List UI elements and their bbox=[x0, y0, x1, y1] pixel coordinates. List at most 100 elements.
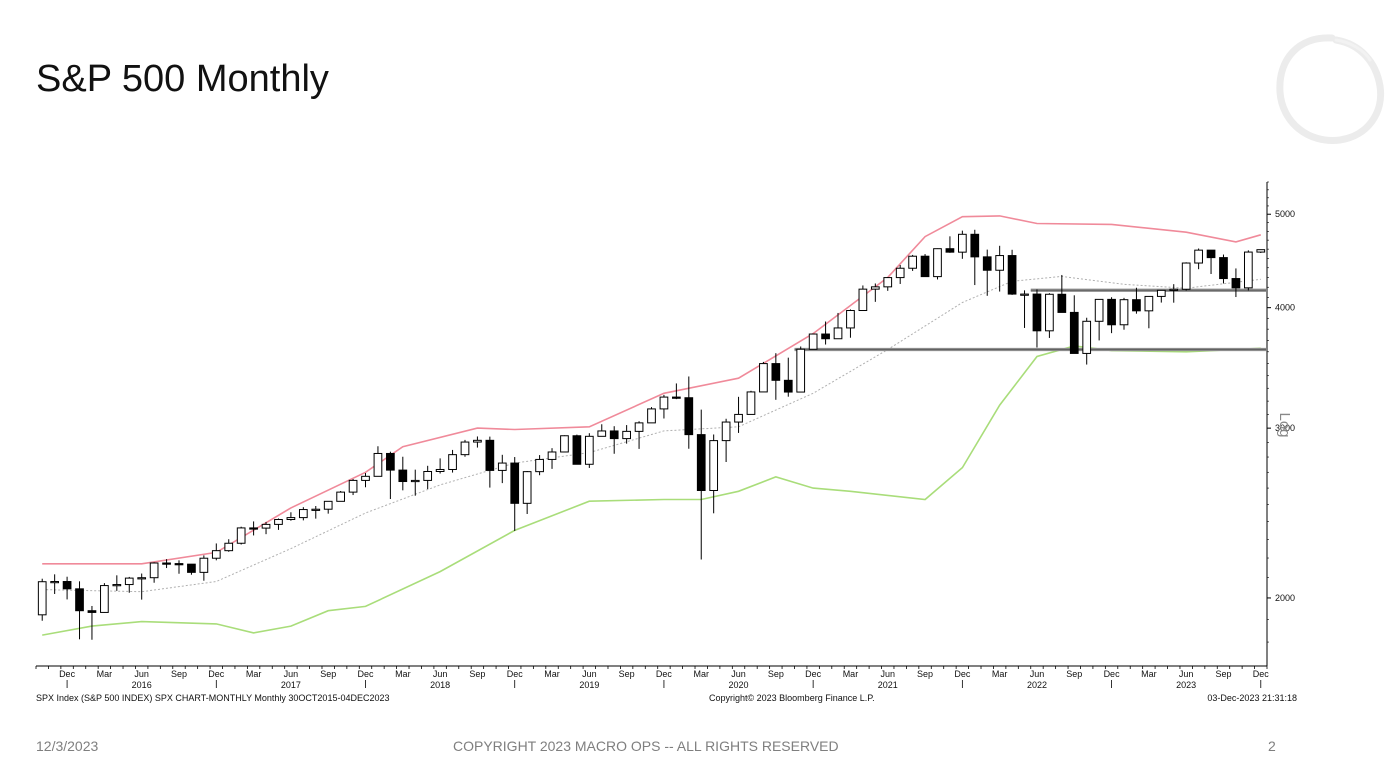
candle-body bbox=[672, 396, 681, 399]
candle-body bbox=[709, 440, 719, 491]
candle-body bbox=[870, 286, 880, 290]
candle-body bbox=[721, 421, 731, 442]
candle-body bbox=[522, 471, 532, 504]
candle-body bbox=[112, 584, 122, 587]
candle-body bbox=[361, 475, 370, 481]
candle-body bbox=[746, 391, 756, 415]
candle-body bbox=[435, 468, 445, 472]
horizontal-level-lines bbox=[794, 288, 1266, 352]
candle-body bbox=[970, 233, 980, 258]
x-tick-label: Jun bbox=[433, 669, 448, 679]
candle-body bbox=[560, 435, 569, 453]
x-year-label: 2016 bbox=[132, 680, 152, 690]
candle-body bbox=[634, 422, 644, 432]
candle-body bbox=[920, 255, 930, 278]
candle-body bbox=[535, 458, 544, 473]
x-tick-label: Dec bbox=[59, 669, 76, 679]
candle-body bbox=[783, 379, 793, 393]
candle-body bbox=[1032, 293, 1042, 332]
upper-band-line bbox=[42, 215, 1262, 565]
candle-body bbox=[609, 430, 619, 440]
x-tick-label: Mar bbox=[992, 669, 1008, 679]
candle-body bbox=[1132, 299, 1141, 312]
candle-body bbox=[1057, 293, 1067, 313]
x-tick-label: Dec bbox=[1253, 669, 1270, 679]
candle-body bbox=[100, 585, 109, 613]
x-year-label: 2017 bbox=[281, 680, 301, 690]
x-year-label: 2023 bbox=[1176, 680, 1196, 690]
candle-body bbox=[37, 581, 47, 616]
candle-body bbox=[995, 255, 1005, 271]
candle-body bbox=[597, 430, 607, 437]
candle-body bbox=[1007, 255, 1017, 295]
candle-body bbox=[249, 527, 258, 530]
candle-body bbox=[460, 441, 470, 456]
x-tick-label: Jun bbox=[284, 669, 299, 679]
candle-body bbox=[448, 454, 457, 470]
x-tick-label: Dec bbox=[805, 669, 822, 679]
candle-body bbox=[348, 479, 358, 493]
candle-body bbox=[311, 508, 321, 511]
x-tick-label: Dec bbox=[208, 669, 225, 679]
y-tick-label: 2000 bbox=[1275, 593, 1295, 603]
candle-body bbox=[323, 500, 333, 510]
x-tick-label: Mar bbox=[1141, 669, 1157, 679]
footer-copyright: COPYRIGHT 2023 MACRO OPS -- ALL RIGHTS R… bbox=[453, 738, 839, 754]
y-tick-label: 5000 bbox=[1275, 209, 1295, 219]
candle-body bbox=[162, 562, 171, 565]
candle-body bbox=[187, 563, 196, 573]
candle-body bbox=[883, 277, 893, 288]
x-tick-label: Mar bbox=[843, 669, 859, 679]
candle-body bbox=[373, 452, 383, 477]
candle-body bbox=[1219, 257, 1228, 280]
x-year-label: 2020 bbox=[729, 680, 749, 690]
candle-body bbox=[336, 491, 345, 502]
candle-body bbox=[1069, 311, 1079, 354]
x-tick-label: Dec bbox=[656, 669, 673, 679]
candle-body bbox=[684, 397, 694, 436]
candle-body bbox=[933, 248, 942, 278]
candle-body bbox=[398, 469, 408, 483]
candle-body bbox=[945, 248, 955, 253]
candle-body bbox=[1119, 299, 1129, 326]
x-tick-label: Sep bbox=[320, 669, 336, 679]
x-tick-label: Dec bbox=[954, 669, 971, 679]
candle-body bbox=[908, 255, 917, 269]
chart-caption-right: 03-Dec-2023 21:31:18 bbox=[1207, 693, 1297, 703]
spx-monthly-chart: Dec Mar Jun Sep Dec Mar Jun Sep Dec Mar Jun Sep Dec M… bbox=[35, 181, 1297, 703]
candle-body bbox=[261, 523, 271, 529]
x-tick-label: Sep bbox=[619, 669, 635, 679]
y-tick-label: 3000 bbox=[1275, 423, 1295, 433]
candle-body bbox=[659, 396, 669, 410]
y-tick-label: 4000 bbox=[1275, 303, 1295, 313]
candle-body bbox=[473, 439, 482, 443]
footer-date: 12/3/2023 bbox=[36, 738, 99, 754]
candle-body bbox=[50, 581, 60, 584]
candle-body bbox=[1144, 295, 1154, 312]
candle-body bbox=[1045, 293, 1054, 332]
candle-body bbox=[647, 408, 656, 424]
candle-body bbox=[1206, 249, 1216, 259]
candle-body bbox=[423, 470, 433, 481]
candle-body bbox=[895, 267, 905, 279]
candle-body bbox=[497, 462, 507, 471]
x-tick-label: Mar bbox=[544, 669, 560, 679]
candlesticks bbox=[37, 229, 1266, 640]
page-number: 2 bbox=[1268, 738, 1276, 754]
logo-swirl-icon bbox=[1276, 34, 1385, 144]
x-year-label: 2018 bbox=[430, 680, 450, 690]
candle-body bbox=[1094, 298, 1104, 322]
candle-body bbox=[1181, 262, 1191, 290]
x-tick-label: Sep bbox=[917, 669, 933, 679]
candle-body bbox=[584, 435, 594, 465]
candle-body bbox=[858, 288, 868, 312]
x-tick-label: Jun bbox=[134, 669, 149, 679]
candle-body bbox=[846, 310, 855, 329]
candle-body bbox=[958, 233, 967, 253]
x-tick-label: Jun bbox=[582, 669, 597, 679]
candle-body bbox=[410, 479, 420, 483]
x-tick-label: Dec bbox=[1104, 669, 1121, 679]
lower-band-line bbox=[42, 345, 1261, 636]
candle-body bbox=[62, 581, 72, 590]
candle-body bbox=[572, 435, 582, 465]
